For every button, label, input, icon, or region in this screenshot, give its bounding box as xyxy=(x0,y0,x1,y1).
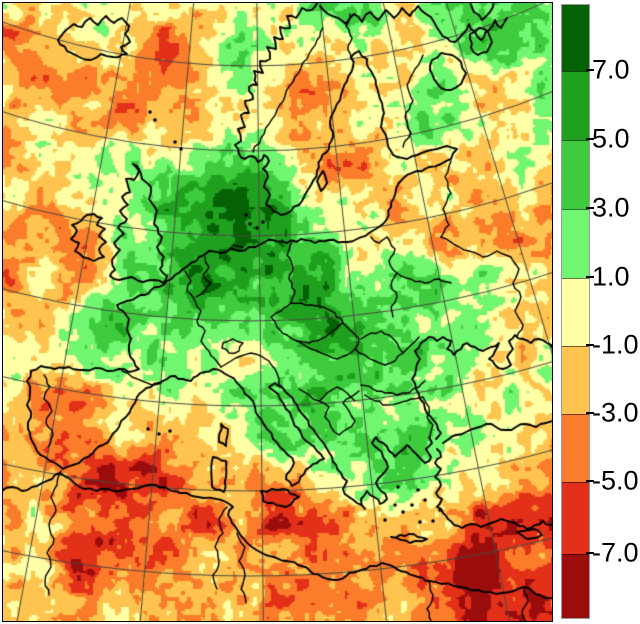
colorbar-segment xyxy=(562,554,589,618)
colorbar-segment xyxy=(562,482,589,554)
colorbar-segment xyxy=(562,278,589,346)
colorbar-tick-label: -1.0 xyxy=(592,329,639,360)
colorbar-tick xyxy=(586,69,594,71)
colorbar-tick xyxy=(586,207,594,209)
europe-anomaly-map-canvas xyxy=(3,3,552,621)
colorbar-segment xyxy=(562,71,589,140)
colorbar-tick-label: 3.0 xyxy=(592,192,630,223)
colorbar-segment xyxy=(562,140,589,209)
colorbar-tick xyxy=(586,480,594,482)
colorbar-tick xyxy=(586,276,594,278)
map-frame xyxy=(2,2,553,622)
colorbar-tick-label: -7.0 xyxy=(592,537,639,568)
colorbar-segment xyxy=(562,5,589,71)
colorbar-tick xyxy=(586,552,594,554)
colorbar-segment xyxy=(562,346,589,414)
colorbar-tick-label: 1.0 xyxy=(592,261,630,292)
colorbar-tick-label: 7.0 xyxy=(592,54,630,85)
colorbar-tick xyxy=(586,412,594,414)
colorbar-tick-label: 5.0 xyxy=(592,123,630,154)
colorbar xyxy=(561,4,590,619)
colorbar-tick xyxy=(586,138,594,140)
colorbar-tick-label: -3.0 xyxy=(592,397,639,428)
colorbar-tick xyxy=(586,344,594,346)
colorbar-segment xyxy=(562,209,589,278)
colorbar-tick-label: -5.0 xyxy=(592,465,639,496)
colorbar-segment xyxy=(562,414,589,482)
